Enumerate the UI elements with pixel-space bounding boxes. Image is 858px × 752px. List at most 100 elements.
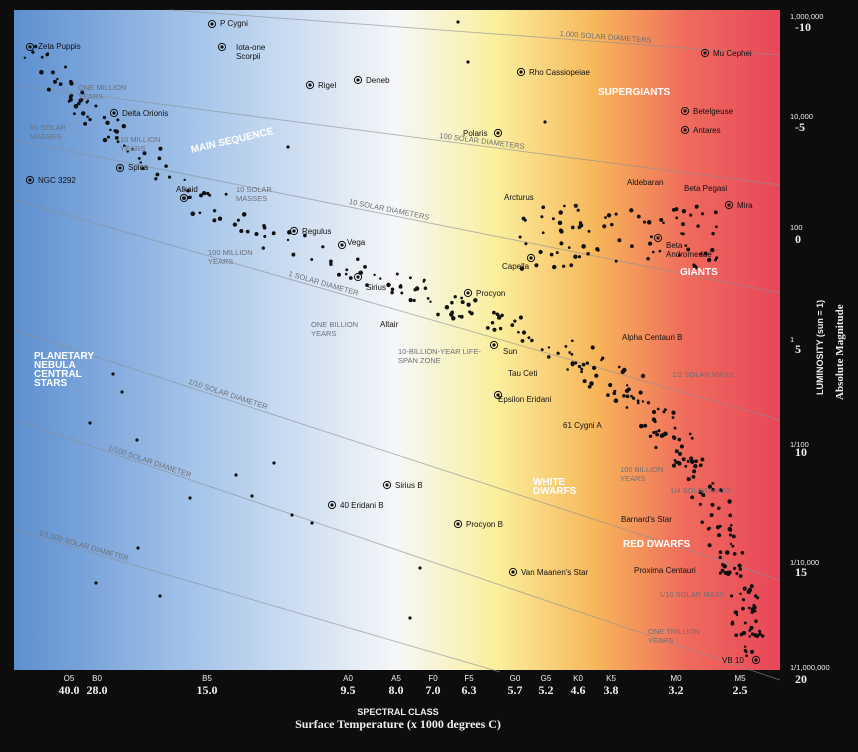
spectral-class: B5 — [202, 674, 212, 683]
star-dot — [141, 166, 145, 171]
star-dot — [743, 621, 747, 625]
star-dot — [45, 52, 49, 57]
star-marker-ring — [337, 240, 347, 250]
star-dot — [456, 20, 460, 24]
temperature-label: 8.0 — [388, 683, 404, 697]
star-dot — [580, 367, 584, 371]
star-dot — [566, 368, 569, 371]
star-dot — [412, 298, 416, 303]
giant-dot — [700, 212, 705, 216]
giant-dot — [646, 220, 652, 225]
star-marker — [683, 128, 687, 132]
star-dot — [205, 191, 210, 196]
star-dot — [707, 484, 713, 489]
giant-dot — [569, 263, 574, 268]
star-dot — [752, 603, 756, 608]
star-dot — [709, 513, 714, 518]
star-label: Deneb — [366, 76, 390, 85]
star-dot — [543, 120, 547, 124]
star-dot — [756, 596, 760, 600]
star-label: Beta Andromedae — [666, 241, 712, 259]
mass-label: 1/2 SOLAR MASS — [672, 370, 734, 379]
star-dot — [111, 372, 115, 376]
star-dot — [677, 461, 682, 466]
star-dot — [496, 315, 502, 320]
star-label: Alkaid — [176, 185, 198, 194]
star-dot — [662, 410, 666, 414]
star-label: Arcturus — [504, 193, 534, 202]
giant-dot — [534, 263, 539, 268]
star-dot — [94, 581, 98, 585]
star-dot — [656, 407, 660, 411]
star-dot — [408, 616, 412, 620]
star-dot — [698, 490, 703, 495]
giant-dot — [658, 249, 662, 253]
star-dot — [648, 434, 653, 438]
star-label: Mira — [737, 201, 753, 210]
spectral-class: B0 — [92, 674, 102, 683]
region-label: WHITE DWARFS — [533, 477, 577, 497]
star-marker — [754, 658, 758, 662]
mass-label: 10 SOLAR MASSES — [236, 185, 272, 203]
star-dot — [625, 394, 630, 399]
giant-dot — [573, 254, 578, 259]
star-dot — [356, 257, 360, 261]
giant-dot — [541, 205, 546, 210]
star-label: Altair — [380, 320, 399, 329]
star-label: NGC 3292 — [38, 176, 76, 185]
star-dot — [601, 356, 605, 360]
star-dot — [453, 295, 457, 299]
star-dot — [510, 323, 515, 327]
star-dot — [79, 98, 84, 102]
star-dot — [745, 654, 748, 658]
star-label: Delta Orionis — [122, 109, 169, 118]
star-dot — [739, 592, 742, 596]
giant-dot — [713, 210, 718, 215]
star-marker-ring — [653, 233, 663, 243]
plot-background — [14, 10, 780, 670]
star-dot — [737, 563, 742, 568]
star-marker — [529, 256, 533, 260]
region-label: GIANTS — [680, 267, 718, 278]
star-dot — [88, 421, 92, 425]
star-dot — [638, 390, 643, 395]
giant-dot — [696, 224, 700, 228]
star-dot — [594, 373, 599, 378]
star-label: Tau Ceti — [508, 369, 538, 378]
star-dot — [738, 567, 742, 571]
star-dot — [690, 436, 694, 440]
star-dot — [460, 296, 464, 300]
star-marker — [703, 51, 707, 55]
star-dot — [422, 278, 426, 282]
giant-dot — [587, 229, 591, 233]
giant-dot — [602, 224, 607, 229]
star-dot — [568, 351, 571, 354]
star-dot — [345, 268, 349, 272]
star-dot — [217, 216, 223, 221]
star-dot — [398, 284, 403, 289]
star-marker-ring — [207, 19, 217, 29]
giant-dot — [551, 217, 555, 221]
star-marker-ring — [493, 390, 503, 400]
star-dot — [500, 313, 504, 318]
age-label: 100 MILLION YEARS — [208, 248, 253, 266]
star-marker — [28, 178, 32, 182]
star-dot — [444, 305, 450, 310]
star-dot — [67, 99, 71, 103]
giant-dot — [614, 212, 618, 216]
star-dot — [261, 246, 265, 250]
giant-dot — [636, 214, 641, 219]
luminosity-tick: 1,000,000 — [790, 12, 824, 21]
star-marker-ring — [680, 106, 690, 116]
star-dot — [426, 296, 430, 300]
spectral-class: A0 — [343, 674, 353, 683]
x-axis-subtitle: Surface Temperature (x 1000 degrees C) — [295, 717, 501, 731]
star-dot — [466, 302, 471, 307]
star-dot — [613, 389, 617, 393]
giant-dot — [694, 204, 699, 209]
star-dot — [212, 218, 217, 223]
giant-dot — [576, 208, 580, 212]
giant-dot — [662, 221, 665, 225]
star-label: Proxima Centauri — [634, 566, 696, 575]
star-dot — [239, 228, 244, 234]
